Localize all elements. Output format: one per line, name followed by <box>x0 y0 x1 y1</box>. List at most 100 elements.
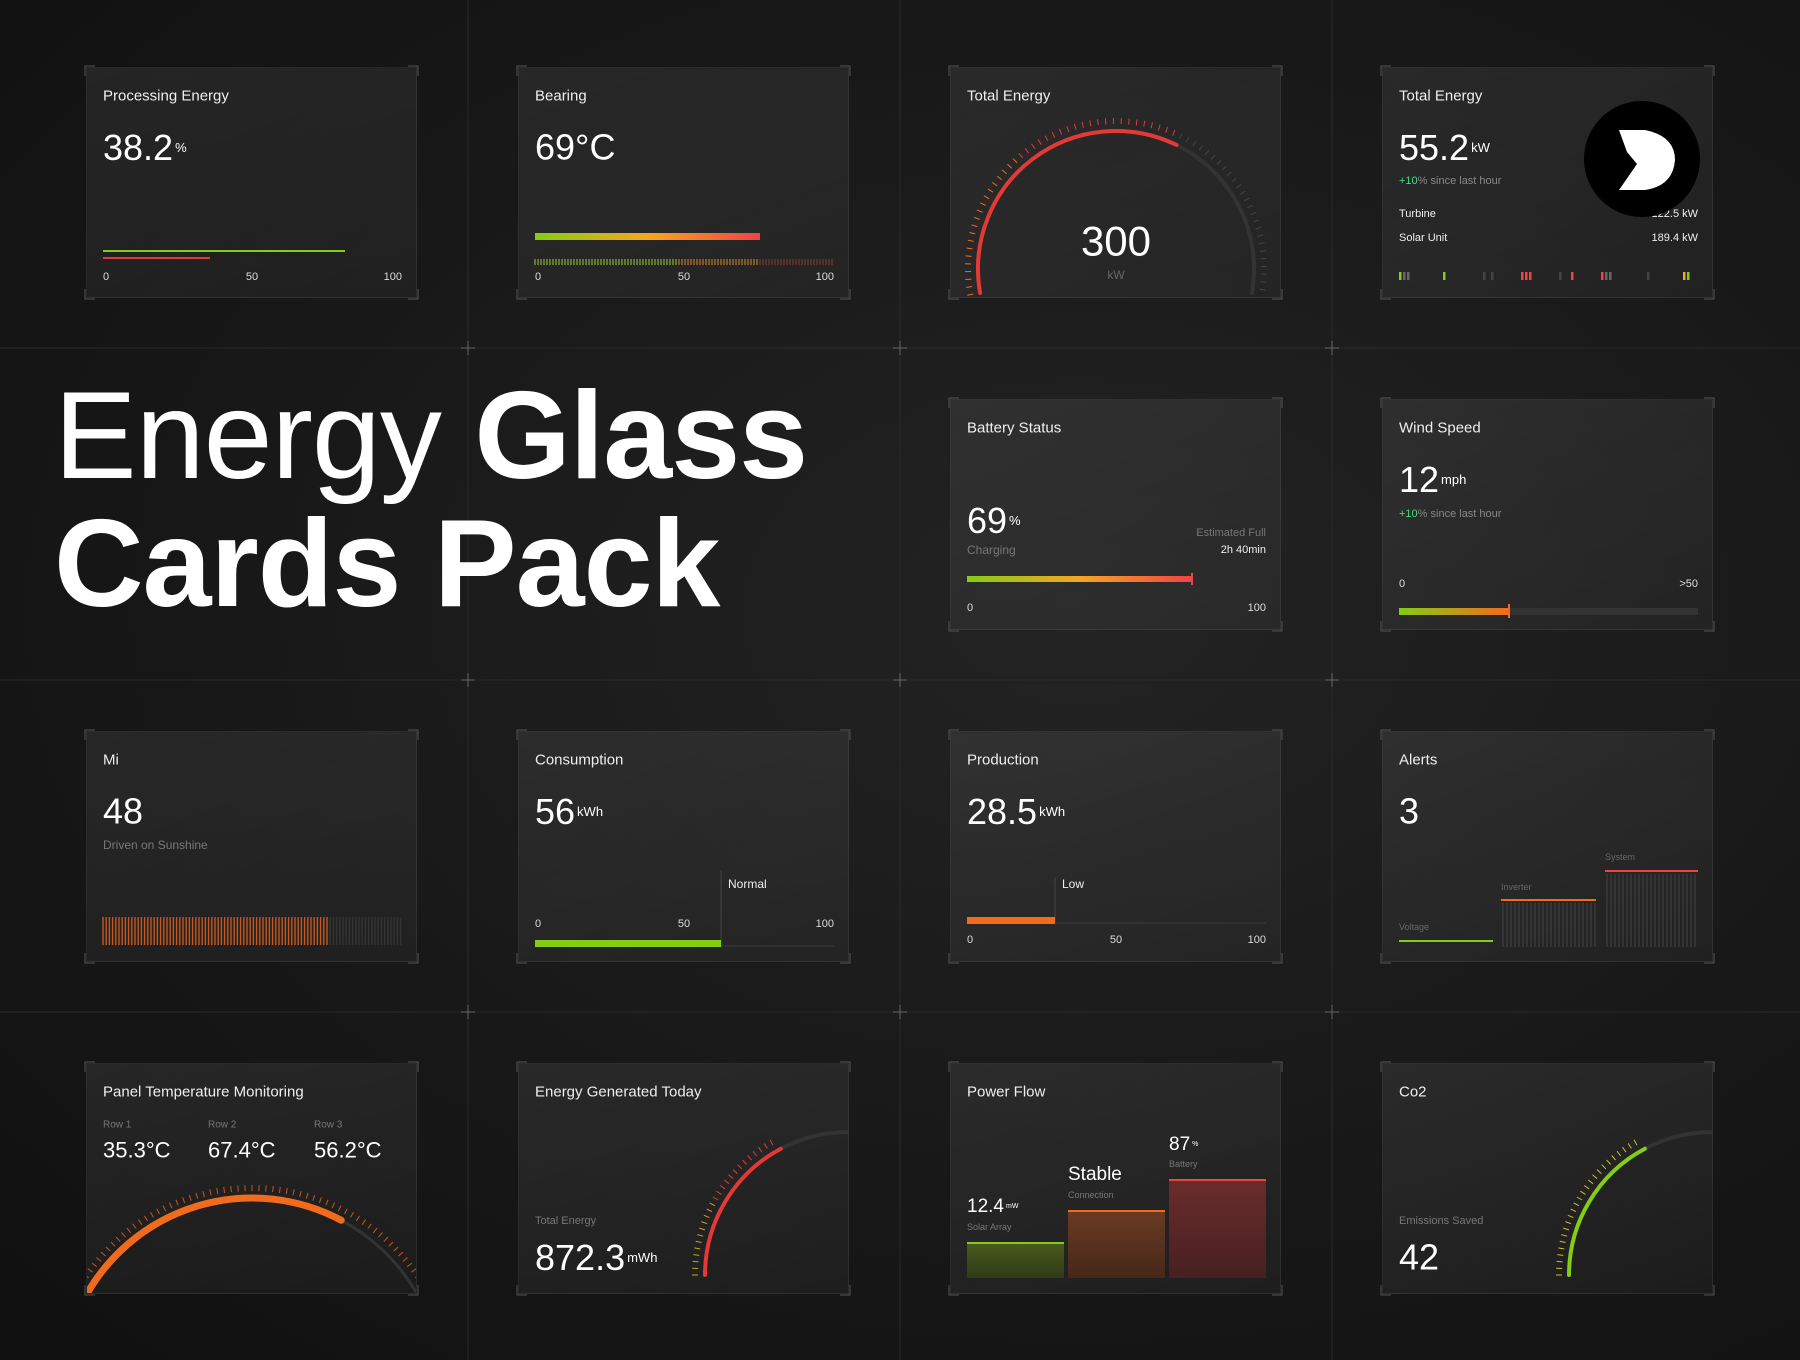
tick <box>983 195 990 200</box>
tick <box>175 1199 179 1206</box>
card: Bearing 69°C 0 50 100 <box>518 67 849 298</box>
scale-label: 100 <box>816 271 834 283</box>
tick <box>100 1251 106 1257</box>
tick <box>1622 1146 1627 1153</box>
hero-title: Energy Glass Cards Pack <box>54 372 808 628</box>
scale-label: 0 <box>967 602 973 614</box>
card-title: Power Flow <box>967 1084 1046 1101</box>
tick <box>168 1202 173 1209</box>
tick <box>182 1197 186 1204</box>
change: +10% since last hour <box>1399 175 1502 187</box>
tick <box>223 1186 226 1193</box>
tick <box>1255 226 1262 230</box>
tick <box>747 1155 752 1161</box>
tick <box>355 1215 360 1222</box>
tick <box>1097 119 1099 126</box>
tick <box>701 1221 708 1225</box>
progress-bar <box>535 233 760 240</box>
tick <box>195 1192 199 1199</box>
scale-label: 100 <box>384 271 402 283</box>
tick <box>728 1174 734 1179</box>
plus-mark <box>893 673 907 687</box>
scale-label: 0 <box>1399 578 1405 590</box>
tick <box>1606 1159 1612 1165</box>
row-label: Row 1 <box>103 1120 132 1131</box>
item-label: Connection <box>1068 1190 1114 1200</box>
card-title: Total Energy <box>967 88 1051 105</box>
scale-label: >50 <box>1679 578 1698 590</box>
tick <box>1058 128 1063 135</box>
tick <box>115 1236 121 1242</box>
tick <box>1570 1208 1577 1213</box>
card-graphic: Panel Temperature Monitoring Row 1 35.3°C R… <box>87 1084 416 1293</box>
card-graphic: Processing Energy 38.2 % 0 50 100 <box>103 88 402 283</box>
tick <box>156 1208 160 1215</box>
row-value: 189.4 kW <box>1652 232 1699 244</box>
activity-mark <box>1407 272 1410 280</box>
activity-mark <box>1609 272 1612 280</box>
tick <box>1243 197 1250 202</box>
label: Charging <box>967 543 1016 557</box>
tick <box>398 1251 404 1257</box>
card-title: Panel Temperature Monitoring <box>103 1084 304 1101</box>
tick <box>967 293 974 296</box>
activity-mark <box>1521 272 1524 280</box>
item-label: Solar Array <box>967 1222 1012 1232</box>
tick <box>272 1186 274 1193</box>
card-graphic: Total Energy 300 kW <box>965 88 1267 296</box>
tick <box>697 1234 704 1237</box>
value-number: 872.3 <box>535 1237 625 1278</box>
card-graphic: Consumption 56 kWh Normal 0 50 100 <box>535 752 834 947</box>
subtitle: Driven on Sunshine <box>103 838 208 852</box>
flow-bar <box>1068 1211 1165 1278</box>
tick <box>1216 160 1222 166</box>
tick <box>1259 288 1266 291</box>
corner-brackets <box>84 729 419 964</box>
activity-mark <box>1601 272 1604 280</box>
gauge-track <box>1642 1130 1712 1151</box>
tick <box>344 1208 348 1215</box>
value: 42 <box>1399 1237 1439 1278</box>
card: Alerts 3 Voltage Inverter System <box>1382 731 1713 962</box>
tick <box>1247 204 1254 209</box>
tick <box>305 1192 309 1199</box>
value-unit: kWh <box>577 804 603 819</box>
tick <box>1558 1247 1565 1250</box>
tick <box>769 1139 774 1146</box>
card: Wind Speed 12 mph +10% since last hour 0 >50 <box>1382 399 1713 630</box>
tick <box>1258 242 1265 245</box>
card-graphic: Power Flow 12.4 mW Solar Array Stable Connect… <box>967 1084 1266 1278</box>
activity-mark <box>1483 272 1486 280</box>
tick <box>411 1268 416 1273</box>
tick <box>202 1190 205 1197</box>
tick <box>278 1186 281 1193</box>
tick <box>1556 1260 1563 1263</box>
progress-bar <box>535 940 721 947</box>
plus-mark <box>893 341 907 355</box>
tick <box>162 1205 167 1212</box>
label: Emissions Saved <box>1399 1215 1483 1227</box>
tick <box>402 1257 408 1262</box>
gauge-arc <box>976 129 1179 295</box>
value: 56 kWh <box>535 791 603 832</box>
gauge-arc <box>87 1194 345 1293</box>
tick <box>1018 153 1024 159</box>
tick <box>1007 163 1013 169</box>
scale-label: 50 <box>678 918 690 930</box>
label: Estimated Full <box>1196 527 1266 539</box>
tick <box>1252 219 1259 223</box>
tick <box>693 1254 700 1256</box>
corner-brackets <box>516 65 851 300</box>
corner-brackets <box>948 729 1283 964</box>
value: 872.3 mWh <box>535 1237 657 1278</box>
card: Power Flow 12.4 mW Solar Array Stable Connect… <box>950 1063 1281 1294</box>
plus-mark <box>1325 1005 1339 1019</box>
tick <box>1081 121 1084 128</box>
change: +10% since last hour <box>1399 508 1502 520</box>
value-number: 56 <box>535 791 575 832</box>
activity-mark <box>1403 272 1406 280</box>
marker-label: Low <box>1062 877 1084 891</box>
tick <box>692 1260 699 1263</box>
tick <box>388 1241 394 1247</box>
